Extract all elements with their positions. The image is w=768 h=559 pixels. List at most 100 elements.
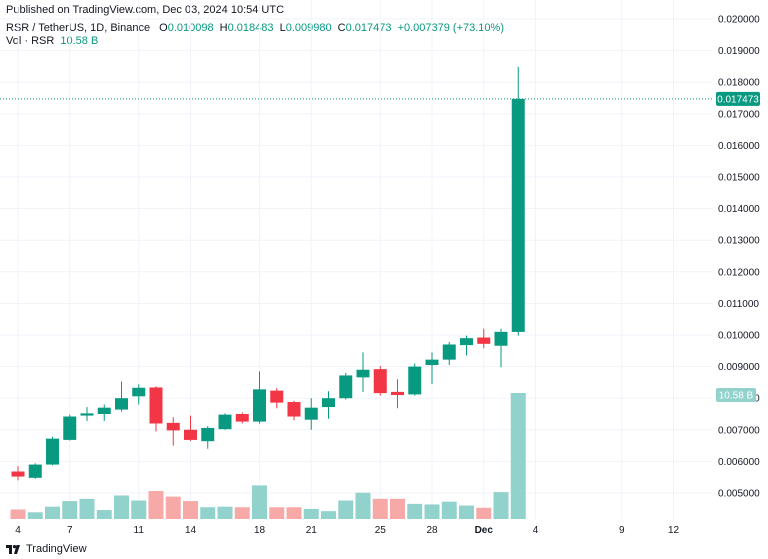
volume-bar bbox=[269, 507, 285, 519]
footer-brand: TradingView bbox=[6, 543, 87, 555]
candle-body bbox=[304, 407, 318, 420]
candle-body bbox=[339, 375, 353, 399]
axis-tags: 0.017473 10.58 B bbox=[716, 91, 760, 402]
volume-bar bbox=[79, 498, 95, 519]
open-label: O bbox=[159, 22, 168, 34]
y-tick-label: 0.015000 bbox=[718, 173, 760, 184]
candle-body bbox=[322, 398, 335, 408]
x-tick-label: 18 bbox=[254, 525, 266, 536]
candle-body bbox=[460, 338, 473, 346]
x-tick-label: Dec bbox=[475, 525, 494, 536]
volume-bar bbox=[510, 393, 526, 519]
volume-bar bbox=[476, 507, 492, 519]
symbol-label[interactable]: RSR / TetherUS, 1D, Binance bbox=[6, 22, 151, 34]
y-tick-label: 0.017000 bbox=[718, 109, 760, 120]
candle-body bbox=[97, 407, 111, 414]
y-tick-label: 0.006000 bbox=[718, 457, 760, 468]
volume-bar bbox=[217, 506, 233, 519]
candle-body bbox=[80, 413, 94, 416]
candle-body bbox=[166, 422, 180, 431]
volume-bar bbox=[303, 508, 319, 519]
volume-bar bbox=[372, 498, 388, 519]
candle-body bbox=[149, 387, 163, 424]
volume-bar bbox=[459, 505, 474, 519]
x-tick-label: 25 bbox=[375, 525, 387, 536]
candle-body bbox=[132, 387, 146, 397]
y-tick-label: 0.005000 bbox=[718, 489, 760, 500]
candle-body bbox=[184, 429, 197, 440]
x-tick-label: 4 bbox=[533, 525, 539, 536]
y-tick-label: 0.007000 bbox=[718, 425, 760, 436]
low-label: L bbox=[279, 22, 286, 34]
candle-body bbox=[511, 98, 525, 332]
y-tick-label: 0.009000 bbox=[718, 362, 760, 373]
volume-bar bbox=[338, 500, 354, 519]
candle-body bbox=[494, 331, 508, 346]
brand-name: TradingView bbox=[26, 543, 87, 555]
volume-bar bbox=[252, 485, 267, 519]
volume-bar bbox=[183, 501, 198, 519]
volume-bar bbox=[45, 506, 60, 519]
x-tick-label: 21 bbox=[306, 525, 318, 536]
published-note: Published on TradingView.com, Dec 03, 20… bbox=[6, 4, 285, 16]
volume-bar bbox=[390, 498, 405, 519]
candle-body bbox=[408, 366, 422, 395]
volume-bar bbox=[200, 507, 216, 519]
volume-bar bbox=[131, 500, 147, 519]
high-label: H bbox=[219, 22, 228, 34]
candle-body bbox=[270, 390, 284, 403]
y-tick-label: 0.013000 bbox=[718, 236, 760, 247]
x-tick-label: 7 bbox=[67, 525, 73, 536]
candle-body bbox=[253, 389, 266, 422]
volume-bar bbox=[165, 496, 181, 519]
volume-bar bbox=[441, 501, 457, 519]
candle-body bbox=[201, 427, 215, 442]
tradingview-logo-icon bbox=[6, 544, 20, 554]
volume-bars bbox=[10, 393, 526, 519]
y-tick-label: 0.014000 bbox=[718, 204, 760, 215]
volume-bar bbox=[493, 492, 509, 519]
candle-body bbox=[63, 416, 77, 440]
volume-bar bbox=[286, 507, 302, 519]
volume-bar bbox=[148, 491, 164, 519]
last-price-tag-label: 0.017473 bbox=[717, 94, 759, 105]
y-tick-label: 0.019000 bbox=[718, 46, 760, 57]
last-volume-tag bbox=[716, 388, 756, 402]
last-volume-tag-label: 10.58 B bbox=[719, 391, 754, 402]
candle-body bbox=[391, 391, 404, 396]
volume-bar bbox=[355, 492, 371, 519]
candle-body bbox=[11, 471, 25, 477]
high-value: 0.018483 bbox=[227, 22, 274, 34]
candle-body bbox=[235, 414, 249, 422]
last-price-tag bbox=[716, 91, 760, 106]
close-label: C bbox=[337, 22, 346, 34]
volume-bar bbox=[114, 495, 129, 519]
candle-body bbox=[477, 337, 491, 344]
x-tick-label: 14 bbox=[185, 525, 197, 536]
candle-body bbox=[425, 359, 439, 366]
volume-bar bbox=[62, 501, 78, 519]
volume-bar bbox=[96, 510, 112, 519]
price-axis: 0.0050000.0060000.0070000.0080000.009000… bbox=[718, 15, 760, 500]
candles bbox=[11, 66, 525, 481]
x-tick-label: 9 bbox=[619, 525, 625, 536]
candle-body bbox=[442, 344, 456, 360]
x-tick-label: 12 bbox=[668, 525, 680, 536]
y-tick-label: 0.018000 bbox=[718, 78, 760, 89]
y-tick-label: 0.012000 bbox=[718, 267, 760, 278]
y-tick-label: 0.016000 bbox=[718, 141, 760, 152]
volume-bar bbox=[407, 503, 423, 519]
low-value: 0.009980 bbox=[285, 22, 332, 34]
x-tick-label: 4 bbox=[15, 525, 21, 536]
volume-bar bbox=[234, 507, 250, 519]
y-tick-label: 0.010000 bbox=[718, 331, 760, 342]
candle-body bbox=[287, 401, 301, 417]
candle-body bbox=[356, 369, 370, 378]
change-value: +0.007379 (+73.10%) bbox=[397, 22, 504, 34]
volume-bar bbox=[27, 512, 43, 519]
volume-bar bbox=[321, 511, 336, 519]
candle-body bbox=[46, 438, 59, 465]
candle-body bbox=[218, 414, 232, 430]
y-tick-label: 0.020000 bbox=[718, 15, 760, 26]
